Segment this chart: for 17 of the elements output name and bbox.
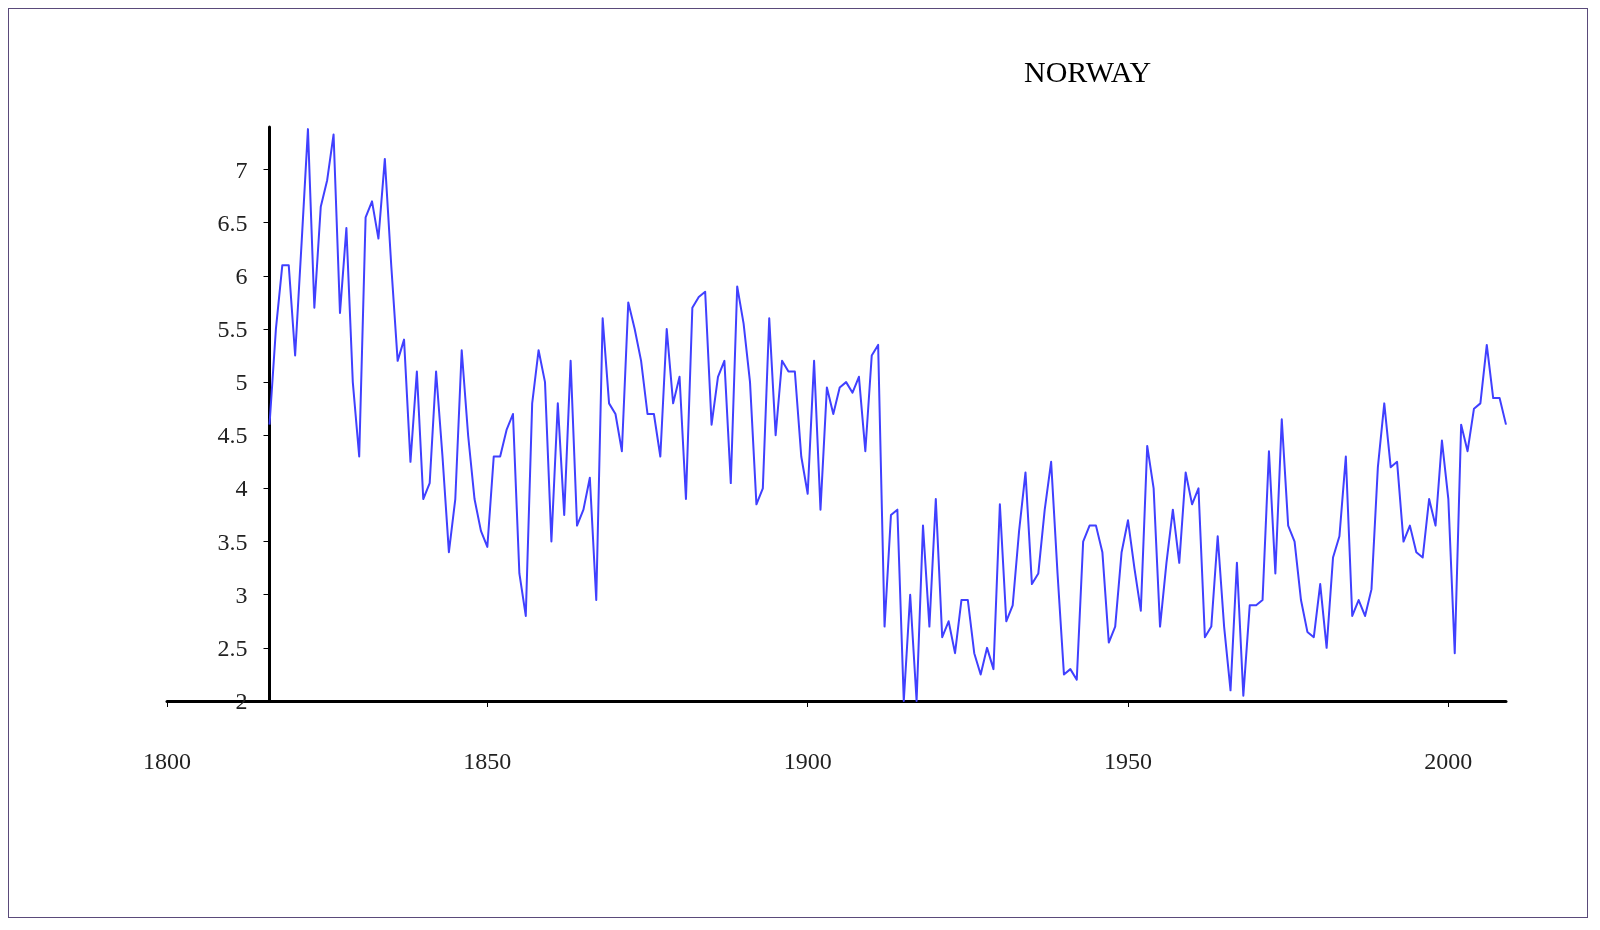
x-tick-label: 1900 [783,748,832,774]
line-series [268,128,1507,702]
y-tick-label: 5 [235,369,248,396]
y-tick-label: 3 [235,581,248,608]
x-tick-label: 1950 [1104,748,1152,774]
y-tick-label: 4 [235,475,248,502]
y-tick-label: 6 [235,262,248,289]
y-tick-label: 7 [235,156,248,183]
x-tick-label: 1800 [143,748,191,774]
y-tick-label: 5.5 [217,315,248,342]
chart-title: NORWAY [1024,54,1152,88]
y-tick-label: 2.5 [217,634,248,661]
x-tick-label: 2000 [1424,748,1473,774]
y-tick-label: 3.5 [217,528,248,555]
y-tick-label: 4.5 [217,422,248,449]
x-tick-label: 1850 [463,748,512,774]
y-tick-label: 6.5 [217,209,248,236]
